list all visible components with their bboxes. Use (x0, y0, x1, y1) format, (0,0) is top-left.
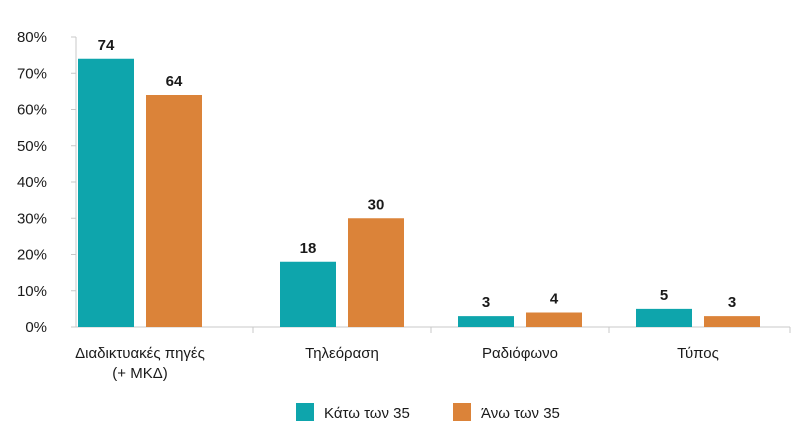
category-label: Ραδιόφωνο (482, 345, 558, 362)
x-axis (76, 326, 791, 333)
y-axis: 0% 10% 20% 30% 40% 50% 60% 70% 80% (17, 29, 77, 336)
category-label: Τηλεόραση (305, 345, 379, 362)
y-tick-label: 70% (17, 65, 47, 82)
y-tick-label: 0% (25, 319, 47, 336)
legend: Κάτω των 35 Άνω των 35 (296, 403, 560, 422)
bars-group: 74 64 18 30 3 4 5 3 (78, 37, 760, 327)
data-label: 5 (660, 287, 668, 304)
bar (146, 95, 202, 327)
bar (280, 261, 336, 327)
data-label: 30 (368, 196, 385, 213)
bar (636, 308, 692, 327)
y-tick-label: 30% (17, 210, 47, 227)
category-label: Διαδικτυακές πηγές (75, 345, 205, 362)
legend-swatch (453, 403, 471, 421)
data-label: 3 (728, 294, 736, 311)
data-label: 64 (166, 73, 183, 90)
category-label: (+ ΜΚΔ) (112, 365, 167, 382)
y-tick-label: 20% (17, 247, 47, 264)
category-labels: Διαδικτυακές πηγές (+ ΜΚΔ) Τηλεόραση Ραδιόφ… (75, 345, 719, 382)
bar (348, 218, 404, 327)
data-label: 18 (300, 240, 317, 257)
legend-label: Άνω των 35 (481, 405, 560, 422)
data-label: 74 (98, 37, 115, 54)
data-label: 4 (550, 291, 559, 308)
bar (526, 312, 582, 327)
y-tick-label: 50% (17, 138, 47, 155)
y-tick-label: 40% (17, 174, 47, 191)
legend-swatch (296, 403, 314, 421)
y-tick-label: 80% (17, 29, 47, 46)
bar (704, 316, 760, 327)
y-tick-label: 60% (17, 102, 47, 119)
legend-label: Κάτω των 35 (324, 405, 410, 422)
data-label: 3 (482, 294, 490, 311)
bar (458, 316, 514, 327)
y-tick-label: 10% (17, 283, 47, 300)
category-label: Τύπος (677, 345, 719, 362)
bar (78, 58, 134, 327)
